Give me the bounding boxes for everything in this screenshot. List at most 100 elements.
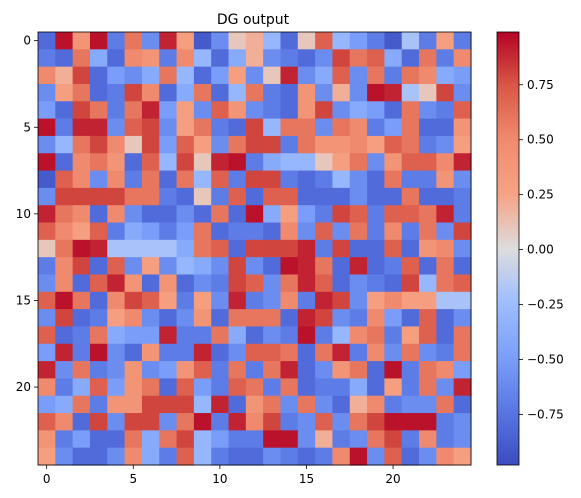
heatmap-cell	[401, 187, 420, 206]
y-tick-label: 20	[16, 380, 31, 394]
heatmap-cell	[176, 326, 195, 345]
heatmap-cell	[55, 413, 74, 431]
heatmap-cell	[315, 83, 334, 102]
heatmap-cell	[263, 153, 282, 172]
heatmap-cell	[315, 395, 334, 414]
heatmap-cell	[436, 66, 455, 85]
heatmap-cell	[297, 395, 316, 414]
heatmap-cell	[193, 170, 212, 189]
heatmap-cell	[159, 118, 178, 137]
heatmap-cell	[315, 343, 334, 362]
heatmap-cell	[453, 205, 472, 224]
heatmap-cell	[297, 326, 316, 345]
heatmap-cell	[193, 101, 212, 120]
heatmap-cell	[297, 101, 316, 120]
heatmap-cell	[211, 32, 230, 50]
heatmap-cell	[176, 32, 195, 50]
heatmap-cell	[332, 205, 351, 224]
heatmap-cell	[453, 153, 472, 172]
heatmap-cell	[159, 153, 178, 172]
heatmap-cell	[245, 309, 264, 328]
heatmap-cell	[211, 326, 230, 345]
heatmap-cell	[453, 49, 472, 68]
heatmap-cell	[107, 343, 126, 362]
heatmap-cell	[384, 326, 403, 345]
heatmap-cell	[228, 274, 247, 293]
heatmap-cell	[228, 187, 247, 206]
heatmap-cell	[228, 326, 247, 345]
heatmap-cell	[141, 291, 160, 310]
heatmap-cell	[141, 343, 160, 362]
heatmap-cell	[263, 66, 282, 85]
heatmap-cell	[280, 170, 299, 189]
colorbar-tick-label: −0.50	[527, 352, 564, 366]
heatmap-cell	[124, 49, 143, 68]
heatmap-cell	[107, 309, 126, 328]
heatmap-cell	[55, 395, 74, 414]
heatmap-cell	[315, 447, 334, 466]
heatmap-cell	[193, 83, 212, 102]
heatmap-cell	[453, 66, 472, 85]
heatmap-cell	[245, 187, 264, 206]
heatmap-cell	[367, 413, 385, 431]
colorbar-tick-label: 0.50	[527, 133, 554, 147]
heatmap-cell	[72, 430, 91, 449]
heatmap-cell	[245, 66, 264, 85]
heatmap-cell	[280, 413, 299, 431]
heatmap-cell	[72, 32, 91, 50]
heatmap-cell	[315, 222, 334, 241]
heatmap-cell	[55, 447, 74, 466]
heatmap-cell	[297, 32, 316, 50]
heatmap-cell	[124, 413, 143, 431]
heatmap-cell	[332, 49, 351, 68]
heatmap-cell	[176, 343, 195, 362]
heatmap-cell	[211, 49, 230, 68]
heatmap-cell	[245, 32, 264, 50]
heatmap-cell	[228, 222, 247, 241]
heatmap-cell	[280, 239, 299, 258]
heatmap-cell	[315, 257, 334, 276]
heatmap-cell	[349, 239, 368, 258]
heatmap-cell	[72, 309, 91, 328]
heatmap-cell	[107, 430, 126, 449]
heatmap-cell	[367, 32, 385, 50]
heatmap-cell	[367, 447, 385, 466]
heatmap-cell	[193, 413, 212, 431]
heatmap-cell	[263, 326, 282, 345]
heatmap-cell	[72, 361, 91, 379]
heatmap-cell	[349, 309, 368, 328]
heatmap-cell	[211, 361, 230, 379]
heatmap-cell	[332, 32, 351, 50]
heatmap-cell	[228, 413, 247, 431]
heatmap-cell	[228, 101, 247, 120]
heatmap-cell	[159, 222, 178, 241]
heatmap-cell	[436, 222, 455, 241]
heatmap-cell	[228, 309, 247, 328]
heatmap-cell	[419, 101, 437, 120]
heatmap-cell	[384, 135, 403, 154]
heatmap-cell	[176, 291, 195, 310]
heatmap-cell	[211, 257, 230, 276]
heatmap-cell	[332, 378, 351, 397]
heatmap-cell	[280, 222, 299, 241]
heatmap-cell	[315, 170, 334, 189]
heatmap-cell	[124, 343, 143, 362]
heatmap-cell	[419, 361, 437, 379]
heatmap-cell	[107, 274, 126, 293]
heatmap-cell	[72, 395, 91, 414]
heatmap-cell	[297, 343, 316, 362]
heatmap-cell	[193, 257, 212, 276]
heatmap-cell	[263, 187, 282, 206]
heatmap-cell	[55, 135, 74, 154]
heatmap-cell	[228, 395, 247, 414]
heatmap-cell	[245, 170, 264, 189]
y-tick-label: 0	[23, 34, 31, 48]
heatmap-cell	[176, 378, 195, 397]
heatmap-cell	[332, 291, 351, 310]
heatmap-cell	[159, 395, 178, 414]
heatmap-cell	[280, 361, 299, 379]
heatmap-cell	[245, 83, 264, 102]
heatmap-cell	[72, 222, 91, 241]
heatmap-cell	[367, 361, 385, 379]
x-tick-label: 15	[299, 472, 314, 486]
